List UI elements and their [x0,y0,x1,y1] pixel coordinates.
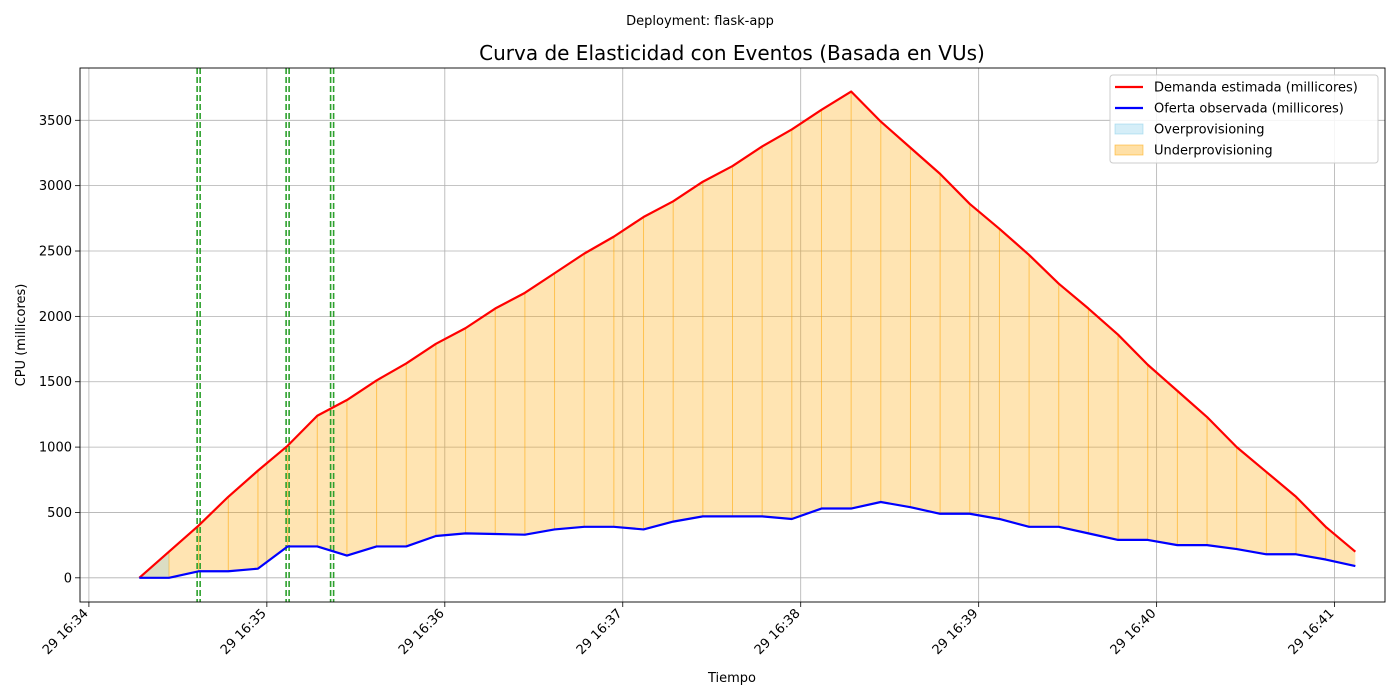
y-tick-label: 1500 [39,375,72,390]
x-axis-label: Tiempo [707,671,756,686]
x-tick-label: 29 16:40 [1108,606,1160,658]
y-tick-label: 3000 [39,179,72,194]
y-tick-label: 1000 [39,441,72,456]
event-lines [196,68,335,602]
y-axis-label: CPU (millicores) [14,284,29,387]
underprovisioning-area [139,91,1356,578]
x-tick-label: 29 16:38 [752,606,804,658]
legend-box [1109,74,1379,164]
x-tick-label: 29 16:41 [1286,606,1338,658]
demand-line [138,90,1357,579]
x-tick-label: 29 16:37 [574,606,626,658]
x-tick-label: 29 16:34 [40,606,92,658]
legend-overprovisioning-swatch [1114,123,1144,135]
legend-underprovisioning-swatch [1114,144,1144,156]
legend-underprovisioning-label: Underprovisioning [1154,144,1273,159]
y-tick-label: 2000 [39,310,72,325]
chart-legend: Demanda estimada (millicores) Oferta obse… [1109,74,1379,164]
x-tick-label: 29 16:39 [930,606,982,658]
axes-frame [79,67,1386,603]
legend-supply-label: Oferta observada (millicores) [1154,102,1344,117]
y-tick-label: 0 [64,571,72,586]
legend-overprovisioning-label: Overprovisioning [1154,123,1265,138]
x-tick-label: 29 16:35 [218,606,270,658]
supply-line [139,500,1356,579]
legend-demand-label: Demanda estimada (millicores) [1154,81,1358,96]
chart-suptitle: Deployment: flask-app [626,14,774,29]
chart-title: Curva de Elasticidad con Eventos (Basada… [479,41,985,65]
y-tick-label: 500 [47,506,72,521]
y-tick-label: 2500 [39,245,72,260]
y-tick-label: 3500 [39,114,72,129]
x-tick-label: 29 16:36 [396,606,448,658]
fill-areas [139,91,1356,578]
series-lines [138,90,1357,579]
